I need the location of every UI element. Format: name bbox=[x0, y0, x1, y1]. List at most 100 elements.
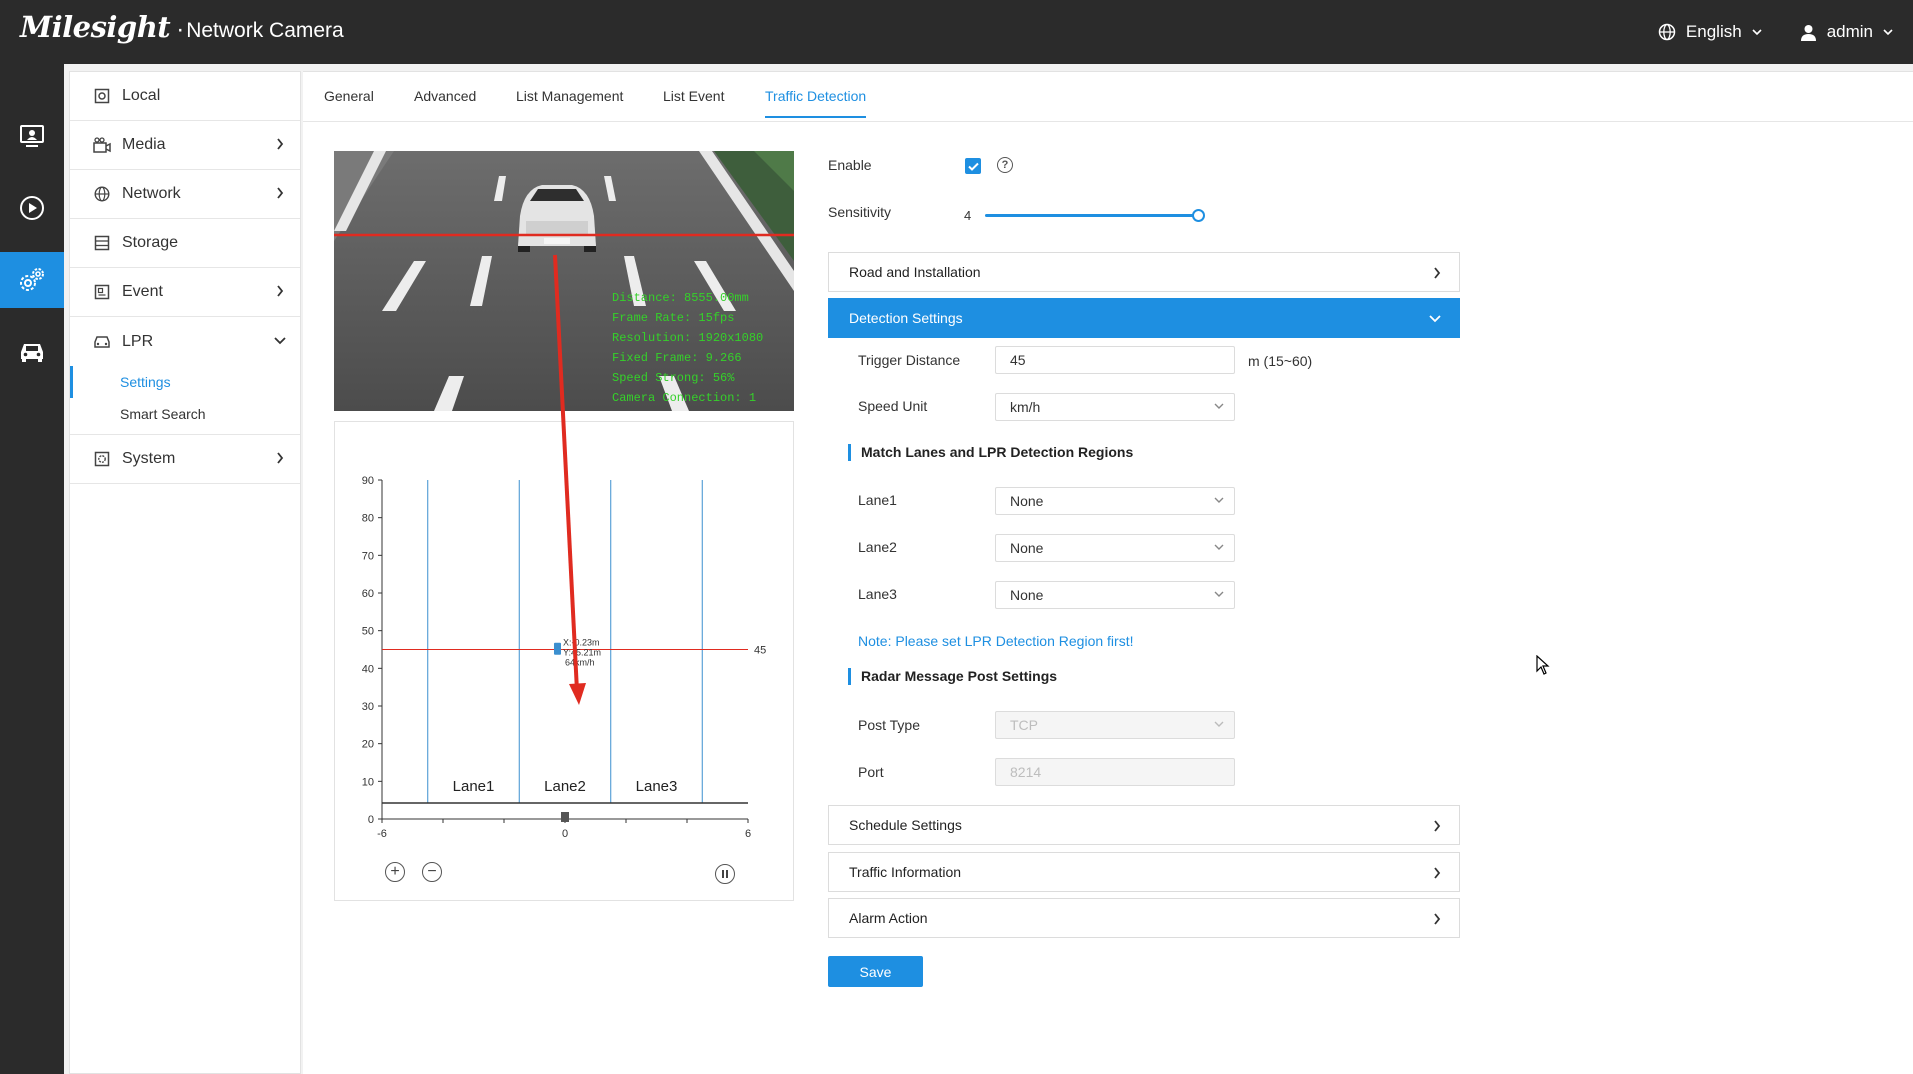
section-traffic-information[interactable]: Traffic Information bbox=[828, 852, 1460, 892]
sidebar-item-network[interactable]: Network bbox=[70, 170, 300, 219]
sidebar-item-event[interactable]: Event bbox=[70, 268, 300, 317]
lane-label: Lane1 bbox=[453, 778, 495, 795]
chevron-down-icon bbox=[1214, 497, 1224, 503]
section-road-installation[interactable]: Road and Installation bbox=[828, 252, 1460, 292]
sidebar-subitem-settings[interactable]: Settings bbox=[70, 366, 300, 398]
x-tick-label: 6 bbox=[745, 828, 751, 840]
sidebar-item-system[interactable]: System bbox=[70, 435, 300, 484]
radar-chart-panel: 0 10 20 30 40 50 60 70 80 90 -6 0 6 Lane1 Lane2 Lane3 45… bbox=[334, 421, 794, 901]
tab-advanced[interactable]: Advanced bbox=[414, 88, 477, 104]
radar-device-marker bbox=[561, 812, 569, 822]
lane3-label: Lane3 bbox=[858, 586, 897, 602]
section-title: Schedule Settings bbox=[849, 817, 962, 833]
language-selector[interactable]: English bbox=[1658, 22, 1762, 42]
lane3-select[interactable]: None bbox=[995, 581, 1235, 609]
y-tick-label: 70 bbox=[362, 550, 374, 562]
sidebar-item-label: Media bbox=[122, 136, 166, 153]
sidebar-item-label: Storage bbox=[122, 234, 179, 251]
pause-button[interactable] bbox=[715, 864, 735, 884]
tab-general[interactable]: General bbox=[324, 88, 374, 104]
target-vehicle-marker bbox=[553, 642, 561, 655]
match-lanes-title: Match Lanes and LPR Detection Regions bbox=[848, 444, 1133, 461]
tab-traffic-detection[interactable]: Traffic Detection bbox=[765, 88, 867, 118]
radar-post-title: Radar Message Post Settings bbox=[848, 668, 1057, 685]
speed-unit-select[interactable]: km/h bbox=[995, 393, 1235, 421]
chevron-down-icon bbox=[274, 337, 286, 345]
y-tick-label: 50 bbox=[362, 626, 374, 638]
event-icon bbox=[94, 284, 110, 300]
help-icon[interactable]: ? bbox=[997, 157, 1013, 173]
vehicle-icon bbox=[21, 344, 43, 362]
road-scene: Distance: 8555.00mm Frame Rate: 15fps Re… bbox=[334, 151, 794, 411]
save-button[interactable]: Save bbox=[828, 956, 923, 987]
y-tick-label: 20 bbox=[362, 739, 374, 751]
lane2-label: Lane2 bbox=[858, 539, 897, 555]
section-title: Traffic Information bbox=[849, 864, 962, 880]
sidebar-subitem-smart-search[interactable]: Smart Search bbox=[120, 406, 206, 422]
sidebar-item-local[interactable]: Local bbox=[70, 72, 300, 121]
lpr-region-note: Note: Please set LPR Detection Region fi… bbox=[858, 633, 1134, 649]
chevron-down-icon bbox=[1214, 591, 1224, 597]
chevron-right-icon bbox=[277, 285, 284, 297]
live-video-preview[interactable]: Distance: 8555.00mm Frame Rate: 15fps Re… bbox=[334, 151, 794, 411]
chevron-right-icon bbox=[1434, 820, 1441, 832]
osd-line: Camera Connection: 1 bbox=[612, 391, 756, 405]
playback-icon bbox=[20, 196, 44, 220]
y-tick-label: 90 bbox=[362, 475, 374, 487]
section-detection-settings[interactable]: Detection Settings bbox=[828, 298, 1460, 338]
sidebar-item-storage[interactable]: Storage bbox=[70, 219, 300, 268]
sidebar-item-lpr[interactable]: LPR bbox=[70, 317, 300, 366]
chevron-right-icon bbox=[1434, 267, 1441, 279]
chevron-down-icon bbox=[1752, 29, 1762, 36]
y-tick-label: 80 bbox=[362, 513, 374, 525]
zoom-in-button[interactable]: + bbox=[385, 862, 405, 882]
lane1-label: Lane1 bbox=[858, 492, 897, 508]
osd-line: Frame Rate: 15fps bbox=[612, 311, 734, 325]
lpr-car-icon bbox=[94, 335, 110, 348]
storage-icon bbox=[94, 235, 110, 251]
sensitivity-slider-handle[interactable] bbox=[1192, 209, 1205, 222]
lane2-select[interactable]: None bbox=[995, 534, 1235, 562]
trigger-distance-label: Trigger Distance bbox=[858, 352, 961, 368]
mouse-cursor-icon bbox=[1536, 655, 1550, 675]
section-schedule-settings[interactable]: Schedule Settings bbox=[828, 805, 1460, 845]
globe-icon bbox=[1658, 23, 1676, 41]
osd-line: Speed Strong: 56% bbox=[612, 371, 735, 385]
rail-vehicle[interactable] bbox=[0, 324, 64, 380]
post-type-select[interactable]: TCP bbox=[995, 711, 1235, 739]
user-menu[interactable]: admin bbox=[1800, 22, 1893, 42]
trigger-distance-label: 45 bbox=[754, 645, 766, 657]
y-tick-label: 0 bbox=[368, 814, 374, 826]
trigger-distance-input[interactable]: 45 bbox=[995, 346, 1235, 374]
lane1-select[interactable]: None bbox=[995, 487, 1235, 515]
rail-playback[interactable] bbox=[0, 180, 64, 236]
zoom-out-button[interactable]: − bbox=[422, 862, 442, 882]
section-title: Road and Installation bbox=[849, 264, 981, 280]
target-speed-label: 64km/h bbox=[565, 658, 595, 668]
port-input[interactable]: 8214 bbox=[995, 758, 1235, 786]
sidebar-item-media[interactable]: Media bbox=[70, 121, 300, 170]
sensitivity-value: 4 bbox=[964, 208, 972, 223]
speed-unit-label: Speed Unit bbox=[858, 398, 928, 414]
tab-list-management[interactable]: List Management bbox=[516, 88, 624, 104]
section-alarm-action[interactable]: Alarm Action bbox=[828, 898, 1460, 938]
module-rail bbox=[0, 64, 64, 1074]
sensitivity-slider-track[interactable] bbox=[985, 214, 1203, 217]
main-panel: General Advanced List Management List Ev… bbox=[303, 71, 1913, 1074]
chevron-right-icon bbox=[1434, 867, 1441, 879]
network-globe-icon bbox=[94, 186, 110, 202]
rail-settings[interactable] bbox=[0, 252, 64, 308]
rail-live-view[interactable] bbox=[0, 108, 64, 164]
osd-line: Resolution: 1920x1080 bbox=[612, 331, 763, 345]
user-name: admin bbox=[1826, 22, 1873, 41]
port-label: Port bbox=[858, 764, 884, 780]
enable-checkbox[interactable] bbox=[965, 158, 981, 174]
chevron-right-icon bbox=[1434, 913, 1441, 925]
y-tick-label: 10 bbox=[362, 776, 374, 788]
chevron-down-icon bbox=[1883, 29, 1893, 36]
x-tick-label: 0 bbox=[562, 828, 568, 840]
sidebar-item-label: Network bbox=[122, 185, 181, 202]
tab-list-event[interactable]: List Event bbox=[663, 88, 725, 104]
chevron-right-icon bbox=[277, 452, 284, 464]
